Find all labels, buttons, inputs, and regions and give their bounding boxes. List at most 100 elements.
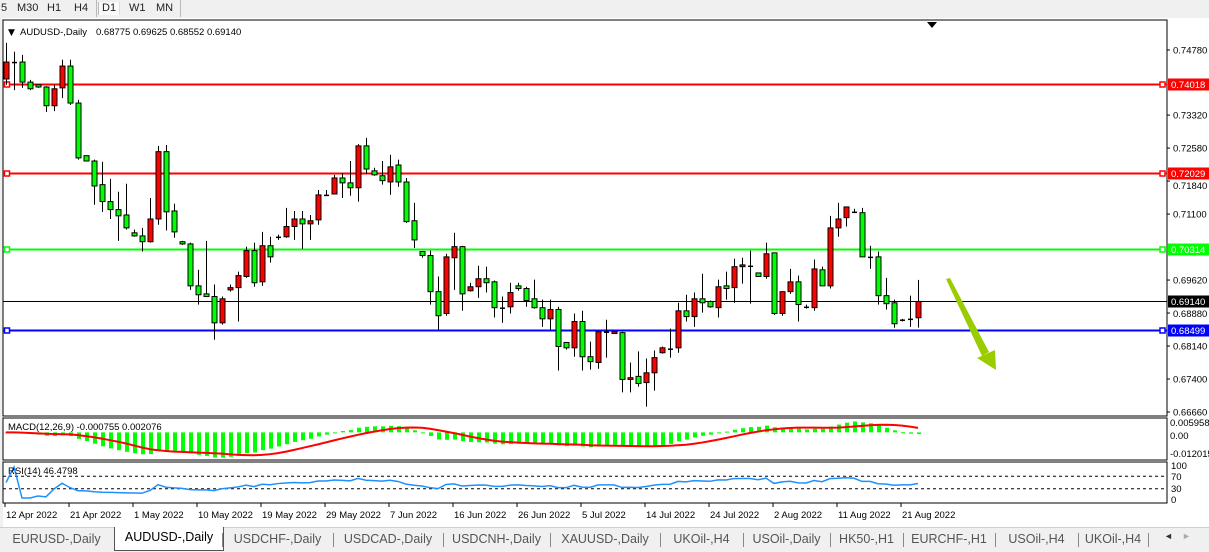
candle[interactable] (195, 269, 202, 305)
candle[interactable] (675, 302, 682, 353)
candle[interactable] (27, 79, 34, 91)
chart-tab[interactable]: USOil-,Daily (752, 532, 821, 546)
candle[interactable] (411, 202, 418, 248)
candle[interactable] (19, 54, 26, 88)
candle[interactable] (691, 292, 698, 327)
chart-tab[interactable]: EURUSD-,Daily (12, 532, 101, 546)
candle[interactable] (683, 294, 690, 322)
candle[interactable] (483, 266, 490, 293)
candle[interactable] (59, 59, 66, 99)
candle[interactable] (795, 275, 802, 322)
candle[interactable] (731, 258, 738, 303)
candle[interactable] (75, 99, 82, 160)
candle[interactable] (435, 276, 442, 330)
level-anchor-handle[interactable] (1159, 327, 1166, 334)
candle[interactable] (403, 177, 410, 223)
candle[interactable] (707, 300, 714, 308)
candle[interactable] (659, 346, 666, 354)
candle[interactable] (699, 273, 706, 313)
candle[interactable] (755, 272, 762, 277)
candle[interactable] (299, 210, 306, 249)
chart-tab[interactable]: UKOil-,H4 (673, 532, 730, 546)
tab-scroll-left-icon[interactable]: ◄ (1164, 531, 1173, 541)
candle[interactable] (203, 240, 210, 298)
level-anchor-handle[interactable] (3, 327, 11, 334)
candle[interactable] (539, 299, 546, 327)
down-arrow-annotation-icon[interactable] (946, 278, 996, 370)
candle[interactable] (387, 154, 394, 195)
chart-shift-marker-icon[interactable] (927, 22, 937, 28)
candle[interactable] (779, 291, 786, 316)
chart-tab[interactable]: HK50-,H1 (839, 532, 894, 546)
candle[interactable] (547, 299, 554, 330)
candle[interactable] (748, 250, 753, 304)
candle[interactable] (291, 210, 298, 240)
candle[interactable] (307, 214, 314, 240)
candle[interactable] (875, 251, 882, 305)
candle[interactable] (51, 84, 58, 112)
candle[interactable] (235, 271, 242, 322)
candle[interactable] (523, 286, 530, 307)
candle[interactable] (12, 51, 17, 91)
timeframe-d1-button[interactable]: D1 (98, 2, 121, 15)
candle[interactable] (579, 310, 586, 371)
chart-tab[interactable]: EURCHF-,H1 (911, 532, 987, 546)
candle[interactable] (868, 245, 873, 269)
candle[interactable] (908, 295, 913, 327)
chart-tab[interactable]: UKOil-,H4 (1084, 532, 1142, 546)
candle[interactable] (347, 161, 354, 196)
level-anchor-handle[interactable] (1159, 246, 1166, 253)
chart-tab[interactable]: AUDUSD-,Daily (114, 527, 224, 551)
candle[interactable] (171, 203, 178, 238)
candle[interactable] (324, 189, 329, 197)
chart-tab[interactable]: XAUUSD-,Daily (561, 532, 649, 546)
candle[interactable] (563, 341, 570, 350)
level-anchor-handle[interactable] (1159, 170, 1166, 177)
candle[interactable] (883, 277, 890, 310)
chart-window[interactable]: 0.74780 0.73320 0.72580 0.71840 0.71100 0.696… (0, 0, 1209, 527)
candle[interactable] (587, 341, 594, 370)
candle[interactable] (379, 161, 386, 185)
candle[interactable] (771, 252, 778, 315)
candle[interactable] (243, 246, 250, 278)
candle[interactable] (83, 155, 90, 162)
candle[interactable] (819, 266, 826, 287)
candle[interactable] (531, 279, 538, 309)
candle[interactable] (43, 86, 50, 112)
candle[interactable] (179, 240, 186, 245)
candle[interactable] (67, 59, 74, 105)
candle[interactable] (419, 251, 426, 258)
timeframe-h1-button[interactable]: H1 (47, 2, 62, 14)
candle[interactable] (251, 242, 258, 287)
candle[interactable] (843, 206, 850, 227)
timeframe-h4-button[interactable]: H4 (74, 2, 89, 14)
candle[interactable] (459, 245, 466, 311)
candle[interactable] (915, 279, 922, 328)
level-anchor-handle[interactable] (1159, 81, 1166, 88)
candle[interactable] (267, 236, 274, 263)
candle[interactable] (787, 268, 794, 294)
candle[interactable] (315, 189, 322, 225)
candle[interactable] (627, 362, 634, 393)
candle[interactable] (123, 183, 130, 230)
main-price-panel[interactable]: 0.74780 0.73320 0.72580 0.71840 0.71100 0.696… (2, 19, 1209, 419)
candle[interactable] (259, 231, 266, 286)
candle[interactable] (187, 242, 194, 290)
candle[interactable] (515, 282, 522, 291)
candle[interactable] (139, 227, 146, 252)
chart-tab[interactable]: USOil-,H4 (1008, 532, 1065, 546)
candle[interactable] (571, 313, 578, 357)
candle[interactable] (811, 259, 818, 311)
candle[interactable] (163, 144, 170, 231)
candle[interactable] (363, 137, 370, 174)
candle[interactable] (891, 299, 898, 328)
collapse-triangle-icon[interactable]: ▼ (8, 28, 15, 38)
candle[interactable] (852, 208, 857, 214)
level-anchor-handle[interactable] (3, 170, 11, 177)
candle[interactable] (900, 318, 905, 322)
candle[interactable] (635, 351, 642, 387)
timeframe-w1-button[interactable]: W1 (129, 2, 146, 14)
candle[interactable] (283, 207, 290, 238)
candle[interactable] (155, 145, 162, 225)
candle[interactable] (131, 229, 138, 237)
